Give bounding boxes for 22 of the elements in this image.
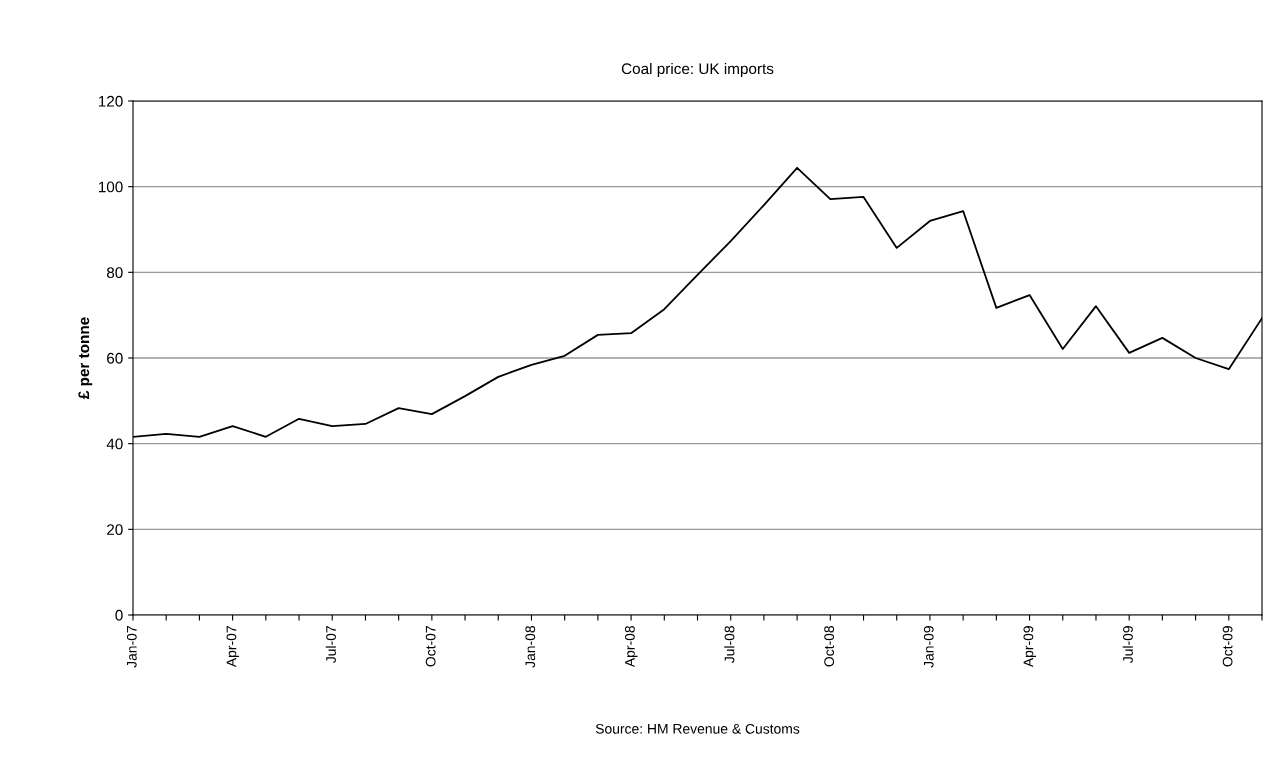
x-tick-label: Oct-07 <box>425 626 436 667</box>
x-tick-label: Apr-09 <box>1023 626 1037 668</box>
x-tick-label: Jan-08 <box>525 626 536 668</box>
chart-title: Coal price: UK imports <box>621 62 774 78</box>
x-tick-label: Apr-08 <box>624 626 638 668</box>
y-tick-label: 20 <box>107 524 123 536</box>
y-tick-label: 80 <box>106 267 123 279</box>
source-note: Source: HM Revenue & Customs <box>595 723 800 734</box>
x-tick-label: Jul-07 <box>325 626 336 664</box>
x-tick-label: Jul-09 <box>1122 626 1133 664</box>
x-tick-label: Jan-09 <box>923 626 934 668</box>
x-tick-label: Jul-08 <box>724 626 735 664</box>
x-tick-label: Oct-08 <box>824 626 835 667</box>
x-tick-label: Jan-07 <box>126 626 137 668</box>
y-axis-title: £ per tonne <box>78 317 93 400</box>
y-tick-label: 0 <box>115 609 123 621</box>
y-tick-label: 40 <box>106 438 123 450</box>
y-tick-label: 60 <box>107 352 123 364</box>
y-tick-label: 120 <box>98 95 123 107</box>
y-tick-label: 100 <box>98 181 123 193</box>
x-tick-label: Oct-09 <box>1222 626 1233 667</box>
x-tick-label: Apr-07 <box>226 626 240 668</box>
